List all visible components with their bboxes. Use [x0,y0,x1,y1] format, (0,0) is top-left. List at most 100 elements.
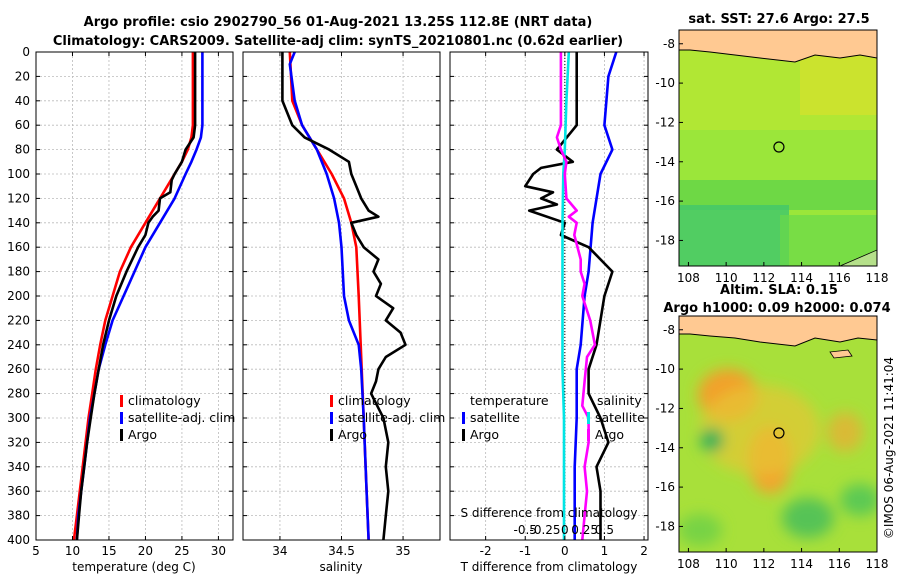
sst-map: 108 110 112 114 116 118 -8 -10 -12 -14 -16 -18 [655,29,888,285]
xtick-label-diff-0: -2 [480,544,492,558]
sla-high-east [827,412,863,452]
legend-label-satellite: satellite-adj. clim [128,410,235,425]
legend-swatch-sal-argo [587,429,590,441]
sla-low-sw [679,514,722,546]
xtick-label-temp-3: 20 [138,544,153,558]
sla-axes-ytick-label-0: -8 [663,323,675,337]
ytick-label-1: 20 [15,69,30,83]
sla-map-title-line1: Altim. SLA: 0.15 [720,283,838,298]
sst-land-south [839,249,877,266]
sla-axes-xtick-label-0: 108 [677,557,700,571]
legend-swatch-temp-satellite [462,412,465,424]
sla-axes-xtick-label-2: 112 [752,557,775,571]
sla-map-axes: 108 110 112 114 116 118 -8 -10 -12 -14 -16 -18 [655,323,888,571]
ytick-label-8: 160 [7,240,30,254]
salinity-profile-panel: 34 34.5 35 [242,51,441,558]
sla-axes-xtick-label-5: 118 [866,557,889,571]
xtick-label-diff-1: -1 [519,544,531,558]
temperature-legend: climatology satellite-adj. clim Argo [120,393,235,442]
diff-xlabel: T difference from climatology [460,560,638,574]
series-sal-argo [281,52,407,541]
legend-swatch-argo [120,429,123,441]
sla-argo-position-marker [773,427,785,439]
ytick-label-17: 340 [7,460,30,474]
legend-label-climatology-sal: climatology [338,393,411,408]
ytick-label-18: 360 [7,484,30,498]
ytick-label-4: 80 [15,143,30,157]
sst-map-frame [678,29,878,267]
sla-land-java [679,316,877,347]
xtick-top-label-diff-3: 0.25 [571,523,598,537]
ytick-label-11: 220 [7,313,30,327]
sla-land-island [829,349,853,359]
legend-label-sal-argo: Argo [595,427,624,442]
legend-swatch-argo-sal [330,429,333,441]
series-temp-climatology [72,52,195,541]
legend-swatch-climatology-sal [330,395,333,407]
xtick-top-label-diff-0: -0.5 [514,523,537,537]
ytick-label-2: 40 [15,94,30,108]
xtick-label-diff-4: 2 [640,544,648,558]
xtick-label-sal-1: 34.5 [328,544,355,558]
xtick-label-temp-0: 5 [32,544,40,558]
sst-land-java [679,30,877,63]
ytick-label-16: 320 [7,435,30,449]
series-diff-salinity-satellite [561,51,571,540]
ytick-label-10: 200 [7,289,30,303]
sst-axes-ytick-label-1: -10 [655,76,675,90]
sla-low-west [700,428,724,452]
ytick-label-19: 380 [7,509,30,523]
sst-axes-xtick-label-1: 110 [715,271,738,285]
salinity-xlabel: salinity [319,560,362,574]
sst-warm-patch [800,55,877,115]
sst-cool-south [679,205,789,266]
xtick-top-label-diff-1: -0.25 [530,523,561,537]
sla-map-title-line2: Argo h1000: 0.09 h2000: 0.074 [663,301,890,316]
legend-swatch-temp-argo [462,429,465,441]
xtick-label-sal-0: 34 [272,544,287,558]
sst-axes-xtick-label-3: 114 [790,271,813,285]
xtick-label-temp-5: 30 [211,544,226,558]
ytick-label-7: 140 [7,216,30,230]
legend-header-salinity: salinity [597,393,642,408]
sla-axes-ytick-label-3: -14 [655,441,675,455]
xtick-label-diff-3: 1 [601,544,609,558]
sst-axes-xtick-label-2: 112 [752,271,775,285]
legend-swatch-sal-satellite [587,412,590,424]
xtick-label-temp-1: 10 [65,544,80,558]
legend-label-temp-argo: Argo [470,427,499,442]
legend-swatch-satellite [120,412,123,424]
difference-profile-panel: -2 -1 0 1 2 -0.5-0.25 0 0.250.5 [449,51,649,558]
sla-mid-band [700,385,820,475]
sst-axes-ytick-label-2: -12 [655,115,675,129]
ytick-label-15: 300 [7,411,30,425]
sla-low-se [840,484,877,516]
sla-axes-xtick-label-3: 114 [790,557,813,571]
ytick-label-13: 260 [7,362,30,376]
series-sal-satellite [288,51,370,541]
sst-axes-ytick-label-4: -16 [655,194,675,208]
ytick-label-20: 400 [7,533,30,547]
series-temp-argo [75,52,197,541]
series-temp-satellite [75,52,204,541]
ytick-label-5: 100 [7,167,30,181]
figure-title-line1: Argo profile: csio 2902790_56 01-Aug-202… [84,15,593,30]
legend-swatch-climatology [120,395,123,407]
sla-axes-ytick-label-5: -18 [655,519,675,533]
legend-label-argo: Argo [128,427,157,442]
sst-axes-ytick-label-5: -18 [655,233,675,247]
ytick-label-3: 60 [15,118,30,132]
salinity-legend: climatology satellite-adj. clim Argo [330,393,445,442]
sla-axes-ytick-label-2: -12 [655,401,675,415]
sla-axes-xtick-label-4: 116 [828,557,851,571]
sst-axes-ytick-label-0: -8 [663,37,675,51]
temperature-profile-panel: 5 10 15 20 25 3002040608010012014016018020022… [7,45,234,558]
xtick-top-label-diff-4: 0.5 [595,523,614,537]
xtick-label-sal-2: 35 [395,544,410,558]
temperature-xlabel: temperature (deg C) [72,560,195,574]
ytick-label-0: 0 [22,45,30,59]
sla-axes-ytick-label-4: -16 [655,480,675,494]
legend-label-sal-satellite: satellite [595,410,645,425]
xtick-label-diff-2: 0 [561,544,569,558]
